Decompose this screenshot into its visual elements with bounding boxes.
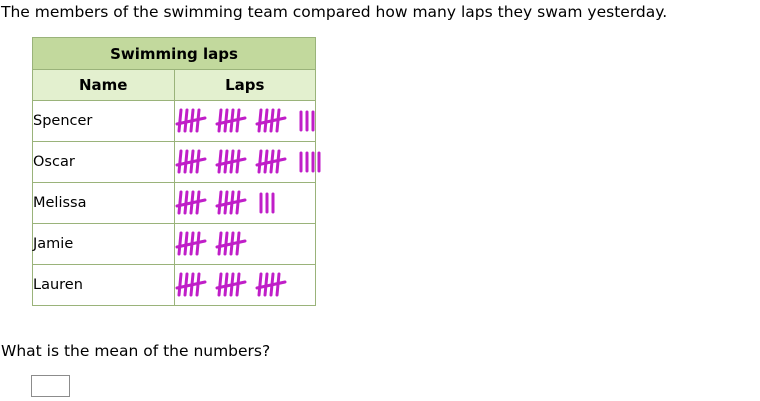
table-row: Jamie	[32, 223, 316, 265]
tally-marks	[175, 108, 314, 133]
tally-stroke	[257, 149, 262, 174]
tally-stroke	[217, 149, 222, 174]
tally-stroke	[183, 149, 188, 174]
tally-stroke	[217, 108, 222, 133]
tally-stroke	[183, 190, 188, 215]
tally-stroke	[177, 231, 182, 256]
tally-stroke	[223, 231, 228, 256]
tally-stroke	[263, 149, 268, 174]
question-text: What is the mean of the numbers?	[1, 342, 271, 360]
table-title: Swimming laps	[32, 37, 316, 70]
table-body: Spencer Oscar Melissa Jamie Lauren	[32, 100, 320, 306]
tally-crossbar	[255, 280, 286, 290]
intro-text: The members of the swimming team compare…	[1, 3, 668, 21]
table-row: Oscar	[32, 141, 320, 183]
row-name: Jamie	[32, 223, 175, 265]
row-tally	[173, 100, 316, 142]
table-row: Spencer	[32, 100, 316, 142]
tally-crossbar	[175, 116, 206, 126]
tally-marks	[175, 190, 274, 215]
tally-crossbar	[215, 157, 246, 167]
tally-crossbar	[175, 198, 206, 208]
table-row: Lauren	[32, 264, 316, 306]
row-name: Melissa	[32, 182, 175, 224]
tally-stroke	[263, 108, 268, 133]
tally-stroke	[217, 190, 222, 215]
tally-stroke	[263, 272, 268, 297]
table-row: Melissa	[32, 182, 316, 224]
tally-stroke	[177, 272, 182, 297]
tally-marks	[175, 231, 246, 256]
row-tally	[173, 141, 320, 183]
column-header-laps: Laps	[173, 69, 316, 101]
row-name: Oscar	[32, 141, 175, 183]
tally-stroke	[257, 108, 262, 133]
tally-stroke	[223, 149, 228, 174]
tally-stroke	[257, 272, 262, 297]
tally-stroke	[177, 190, 182, 215]
row-tally	[173, 223, 316, 265]
swimming-laps-table: Swimming laps Name Laps Spencer Oscar Meli…	[32, 37, 320, 306]
tally-stroke	[183, 231, 188, 256]
tally-stroke	[183, 108, 188, 133]
tally-crossbar	[215, 239, 246, 249]
tally-crossbar	[175, 239, 206, 249]
tally-crossbar	[175, 157, 206, 167]
tally-marks	[175, 149, 320, 174]
tally-stroke	[217, 272, 222, 297]
tally-crossbar	[255, 157, 286, 167]
tally-crossbar	[215, 116, 246, 126]
tally-crossbar	[215, 198, 246, 208]
column-header-name: Name	[32, 69, 175, 101]
tally-stroke	[217, 231, 222, 256]
tally-stroke	[223, 190, 228, 215]
tally-stroke	[183, 272, 188, 297]
tally-crossbar	[215, 280, 246, 290]
tally-crossbar	[255, 116, 286, 126]
row-tally	[173, 264, 316, 306]
answer-input[interactable]	[31, 375, 70, 397]
row-name: Spencer	[32, 100, 175, 142]
tally-marks	[175, 272, 286, 297]
tally-stroke	[223, 108, 228, 133]
row-tally	[173, 182, 316, 224]
tally-crossbar	[175, 280, 206, 290]
tally-stroke	[177, 149, 182, 174]
row-name: Lauren	[32, 264, 175, 306]
tally-stroke	[177, 108, 182, 133]
tally-stroke	[223, 272, 228, 297]
